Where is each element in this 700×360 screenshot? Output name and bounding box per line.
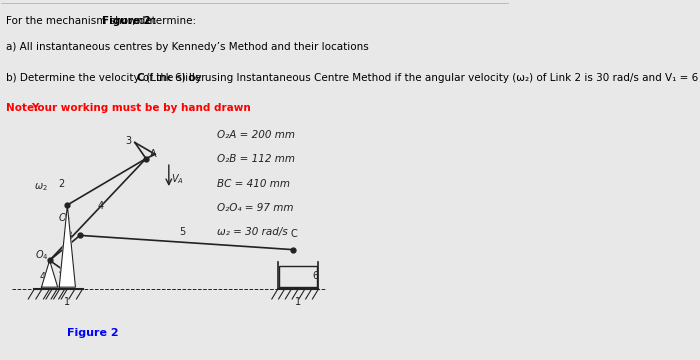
Text: BC = 410 mm: BC = 410 mm xyxy=(217,179,290,189)
Text: 4: 4 xyxy=(98,201,104,211)
Text: O₂B = 112 mm: O₂B = 112 mm xyxy=(217,154,295,164)
Text: 5: 5 xyxy=(179,227,186,237)
Text: 45°: 45° xyxy=(59,267,74,276)
Polygon shape xyxy=(60,205,76,287)
Text: ω₂ = 30 rad/s: ω₂ = 30 rad/s xyxy=(217,227,288,237)
Text: Note:: Note: xyxy=(6,103,42,113)
Text: C: C xyxy=(290,229,298,239)
Text: 4: 4 xyxy=(39,272,46,282)
Text: Figure 2: Figure 2 xyxy=(102,16,150,26)
Text: A: A xyxy=(150,149,157,159)
Text: B: B xyxy=(66,231,73,241)
Text: $O_2$: $O_2$ xyxy=(58,211,71,225)
Text: Figure 2: Figure 2 xyxy=(67,328,119,338)
Text: 2: 2 xyxy=(58,179,64,189)
Text: a) All instantaneous centres by Kennedy’s Method and their locations: a) All instantaneous centres by Kennedy’… xyxy=(6,42,369,53)
Text: 1: 1 xyxy=(295,297,301,307)
Text: Your working must be by hand drawn: Your working must be by hand drawn xyxy=(31,103,251,113)
Text: 1: 1 xyxy=(64,297,71,307)
Polygon shape xyxy=(41,260,57,287)
Text: 3: 3 xyxy=(126,136,132,145)
Text: 6: 6 xyxy=(312,271,318,281)
Text: $V_A$: $V_A$ xyxy=(172,172,184,186)
Text: For the mechanism shown in: For the mechanism shown in xyxy=(6,16,160,26)
Text: C: C xyxy=(137,73,144,83)
Text: , determine:: , determine: xyxy=(132,16,197,26)
Text: (Link 6) by using Instantaneous Centre Method if the angular velocity (ω₂) of Li: (Link 6) by using Instantaneous Centre M… xyxy=(143,73,700,83)
Text: b) Determine the velocity of the slider: b) Determine the velocity of the slider xyxy=(6,73,209,83)
Text: O₂A = 200 mm: O₂A = 200 mm xyxy=(217,130,295,140)
Text: $O_4$: $O_4$ xyxy=(36,249,49,262)
Text: $\omega_2$: $\omega_2$ xyxy=(34,181,48,193)
Text: O₂O₄ = 97 mm: O₂O₄ = 97 mm xyxy=(217,203,293,213)
